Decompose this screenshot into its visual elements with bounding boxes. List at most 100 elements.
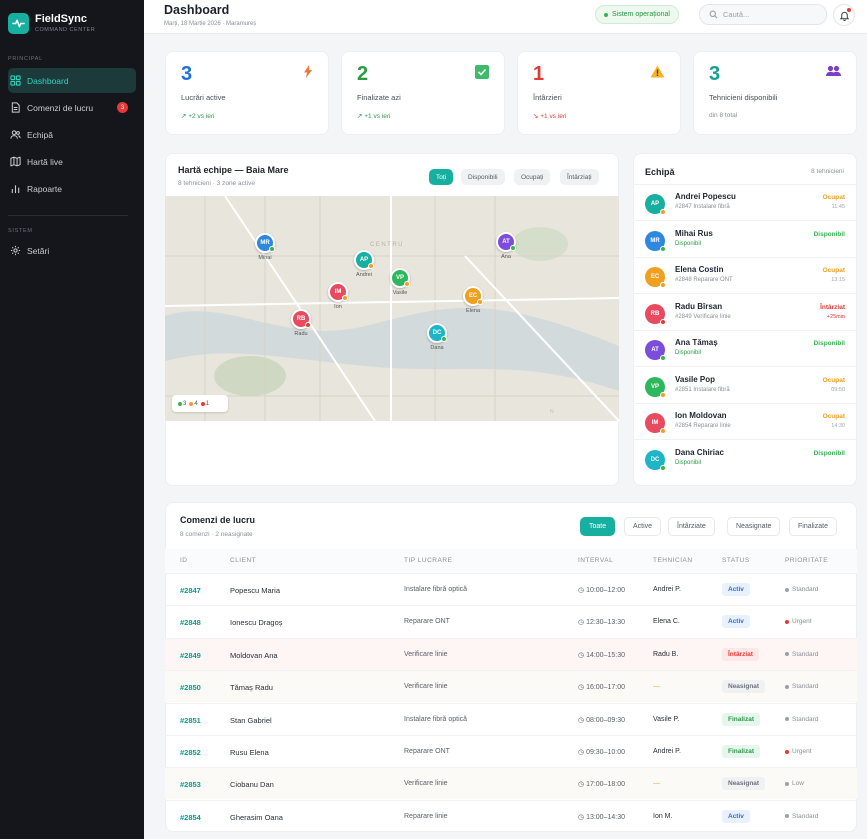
avatar: AP xyxy=(645,194,666,215)
orders-filter-unassigned[interactable]: Neasignate xyxy=(727,517,781,536)
map-background: CENTRU N xyxy=(165,196,619,421)
order-id[interactable]: #2852 xyxy=(180,748,201,757)
team-member-row[interactable]: RB Radu Bîrsan #2849 Verificare linie Întâr… xyxy=(633,295,857,331)
table-row[interactable]: #2851 Stan Gabriel Instalare fibră optică ◷… xyxy=(165,702,857,735)
team-member-row[interactable]: IM Ion Moldovan #2854 Reparare linie Ocupat… xyxy=(633,404,857,440)
team-icon xyxy=(826,65,841,79)
search-input[interactable]: Caută... xyxy=(699,4,827,25)
map-pin-vasile[interactable]: VP Vasile xyxy=(390,268,410,296)
order-id[interactable]: #2854 xyxy=(180,812,201,822)
map-title: Hartă echipe — Baia Mare xyxy=(178,165,289,175)
search-icon xyxy=(709,10,718,19)
team-member-row[interactable]: EC Elena Costin #2848 Reparare ONT Ocupat 13… xyxy=(633,258,857,294)
order-technician: Elena C. xyxy=(653,618,680,626)
status-dot xyxy=(660,209,666,215)
map-pin-mihai[interactable]: MR Mihai xyxy=(255,233,275,261)
table-row[interactable]: #2852 Rusu Elena Reparare ONT ◷ 09:30–10:00… xyxy=(165,735,857,767)
kpi-card-delays[interactable]: 1 Întârzieri ↘ +1 vs ieri xyxy=(517,51,681,135)
document-icon xyxy=(11,102,20,113)
legend-late: 1 xyxy=(200,401,209,407)
brand[interactable]: FieldSync COMMAND CENTER xyxy=(0,0,144,36)
kpi-label: Întârzieri xyxy=(533,93,562,102)
map-pin-andrei[interactable]: AP Andrei xyxy=(354,250,374,278)
sidebar-item-team[interactable]: Echipă xyxy=(8,122,136,147)
pin-avatar: IM xyxy=(328,282,348,302)
filter-late[interactable]: Întârziați xyxy=(560,169,599,185)
sidebar-item-live-map[interactable]: Hartă live xyxy=(8,149,136,174)
table-row[interactable]: #2853 Ciobanu Dan Verificare linie ◷ 17:00–… xyxy=(165,767,857,800)
work-orders-count-badge: 3 xyxy=(117,102,128,113)
live-map[interactable]: CENTRU N MR Mihai AP Andrei AT Ana VP Vasile IM I… xyxy=(165,196,619,421)
table-row[interactable]: #2847 Popescu Maria Instalare fibră optică… xyxy=(165,573,857,605)
kpi-label: Tehnicieni disponibili xyxy=(709,93,778,102)
order-id[interactable]: #2849 xyxy=(180,650,201,660)
orders-filter-late[interactable]: Întârziate xyxy=(668,517,715,536)
table-row[interactable]: #2850 Tămaș Radu Verificare linie ◷ 16:00–1… xyxy=(165,670,857,703)
kpi-card-technicians[interactable]: 3 Tehnicieni disponibili din 8 total xyxy=(693,51,857,135)
sidebar-item-settings[interactable]: Setări xyxy=(8,238,136,263)
team-member-row[interactable]: AT Ana Tămaș Disponibil Disponibil xyxy=(633,331,857,367)
team-member-row[interactable]: MR Mihai Rus Disponibil Disponibil xyxy=(633,222,857,258)
team-card xyxy=(633,153,857,486)
search-placeholder: Caută... xyxy=(723,10,750,19)
order-type: Reparare ONT xyxy=(404,618,450,626)
status-badge: Întârziat xyxy=(722,647,759,661)
order-type: Verificare linie xyxy=(404,780,448,788)
order-id[interactable]: #2851 xyxy=(180,715,201,725)
sidebar-item-reports[interactable]: Rapoarte xyxy=(8,176,136,201)
orders-filter-done[interactable]: Finalizate xyxy=(789,517,837,536)
system-status-badge: Sistem operațional xyxy=(595,5,679,24)
orders-filter-active[interactable]: Active xyxy=(624,517,662,536)
order-id[interactable]: #2847 xyxy=(180,586,201,595)
users-icon xyxy=(10,130,21,139)
status-dot xyxy=(660,318,666,325)
order-type: Verificare linie xyxy=(404,650,448,658)
grid-icon xyxy=(10,75,21,86)
table-header xyxy=(165,549,857,573)
pin-label: Andrei xyxy=(356,272,372,278)
map-pin-dana[interactable]: DC Dana xyxy=(427,323,447,351)
bar-chart-icon xyxy=(11,185,20,194)
map-pin-ana[interactable]: AT Ana xyxy=(496,232,516,260)
priority: Standard xyxy=(785,651,818,658)
technician-job: Disponibil xyxy=(675,350,702,356)
table-row[interactable]: #2849 Moldovan Ana Verificare linie ◷ 14:00… xyxy=(165,637,857,670)
column-header-id: ID xyxy=(180,557,188,564)
team-member-row[interactable]: VP Vasile Pop #2851 Instalare fibră Ocupat 0… xyxy=(633,368,857,404)
order-id[interactable]: #2850 xyxy=(180,683,201,693)
legend-busy: 4 xyxy=(189,401,198,407)
technician-name: Ana Tămaș xyxy=(675,338,718,347)
orders-filter-all[interactable]: Toate xyxy=(580,517,616,536)
order-type: Instalare fibră optică xyxy=(404,715,468,723)
team-member-row[interactable]: DC Dana Chiriac Disponibil Disponibil xyxy=(633,441,857,477)
sidebar-item-dashboard[interactable]: Dashboard xyxy=(8,68,136,93)
app-name: FieldSync xyxy=(35,12,87,25)
priority: Urgent xyxy=(785,618,812,625)
technician-status: Ocupat xyxy=(822,267,845,274)
team-member-row[interactable]: AP Andrei Popescu #2847 Instalare fibră Ocu… xyxy=(633,185,857,221)
map-pin-elena[interactable]: EC Elena xyxy=(463,286,483,314)
team-count: 8 tehnicieni xyxy=(811,168,844,175)
page-title: Dashboard xyxy=(164,3,230,17)
technician-status: Ocupat xyxy=(822,413,845,420)
kpi-card-active[interactable]: 3 Lucrări active ↗ +2 vs ieri xyxy=(165,51,329,135)
table-row[interactable]: #2848 Ionescu Dragoș Reparare ONT ◷ 12:30–1… xyxy=(165,605,857,637)
filter-busy[interactable]: Ocupați xyxy=(514,169,551,185)
map-pin-ion[interactable]: IM Ion xyxy=(328,282,348,310)
app-subtitle: COMMAND CENTER xyxy=(35,26,96,33)
order-id[interactable]: #2848 xyxy=(180,618,201,628)
notifications-button[interactable] xyxy=(833,4,855,26)
trend-down-icon: ↘ xyxy=(533,113,541,120)
order-type: Verificare linie xyxy=(404,683,448,691)
table-row[interactable]: #2854 Gherasim Oana Reparare linie ◷ 13:00–… xyxy=(165,799,857,832)
kpi-card-completed[interactable]: 2 Finalizate azi ↗ +1 vs ieri xyxy=(341,51,505,135)
order-technician: — xyxy=(653,780,660,788)
order-id[interactable]: #2853 xyxy=(180,780,201,790)
status-badge: Activ xyxy=(722,583,750,596)
filter-all[interactable]: Toți xyxy=(429,169,454,185)
filter-available[interactable]: Disponibili xyxy=(461,169,505,185)
sidebar-item-work-orders[interactable]: Comenzi de lucru 3 xyxy=(8,95,136,120)
map-pin-radu[interactable]: RB Radu xyxy=(291,309,311,337)
technician-time: 09:50 xyxy=(831,386,845,393)
priority: Urgent xyxy=(785,748,812,755)
